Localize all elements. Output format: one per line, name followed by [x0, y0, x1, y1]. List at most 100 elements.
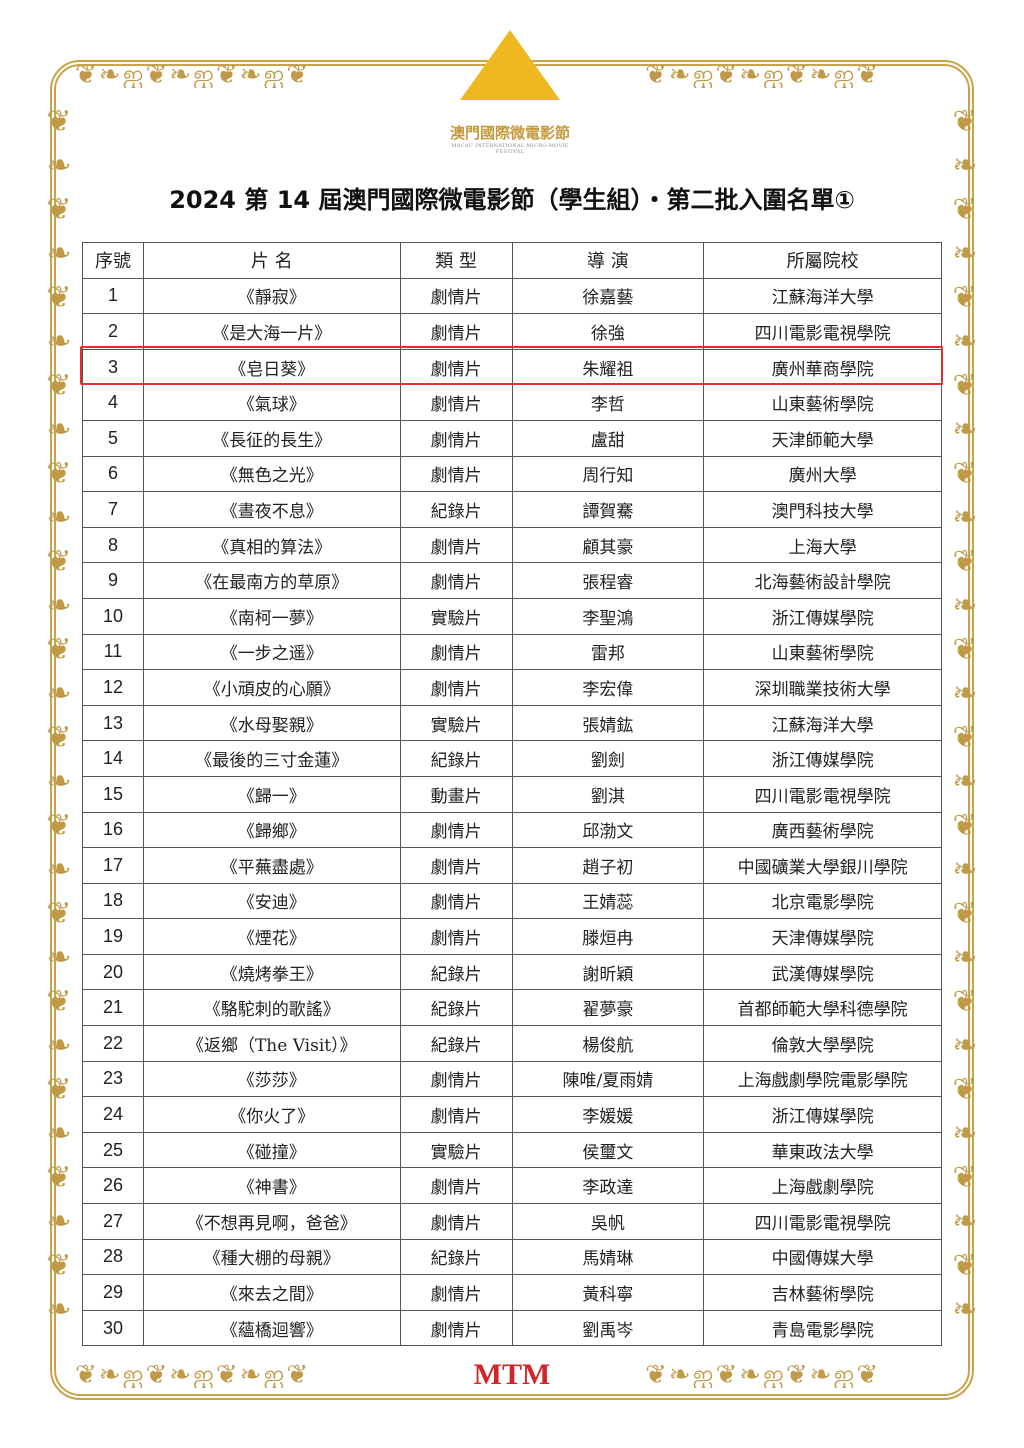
table-row: 26 《神書》 劇情片 李政達 上海戲劇學院 [82, 1167, 942, 1205]
film-title: 《真相的算法》 [142, 526, 401, 564]
ornament-bottom-right: ❦❧ஐ❦❧ஐ❦❧ஐ❦ [645, 1362, 881, 1388]
column-header: 導 演 [511, 242, 705, 279]
row-number: 16 [82, 811, 144, 849]
column-header: 所屬院校 [703, 242, 942, 279]
row-number: 4 [82, 384, 144, 421]
director: 周行知 [511, 455, 705, 493]
finalist-table: 序號片 名類 型導 演所屬院校 1 《靜寂》 劇情片 徐嘉藝 江蘇海洋大學 2 《是大海一片… [82, 242, 942, 1347]
film-title: 《無色之光》 [142, 455, 401, 493]
director: 雷邦 [511, 633, 705, 671]
row-number: 13 [82, 704, 144, 742]
film-genre: 紀錄片 [399, 1238, 513, 1276]
film-title: 《神書》 [142, 1167, 401, 1205]
film-title: 《一步之遥》 [142, 633, 401, 671]
school: 吉林藝術學院 [703, 1274, 942, 1311]
logo-name-en: MACAU INTERNATIONAL MICRO-MOVIE FESTIVAL [451, 143, 569, 155]
film-title: 《種大棚的母親》 [142, 1238, 401, 1276]
footer-brand: MTM [473, 1358, 551, 1391]
director: 張婧鈜 [511, 704, 705, 742]
director: 謝昕穎 [511, 953, 705, 991]
table-row: 27 《不想再見啊，爸爸》 劇情片 吳帆 四川電影電視學院 [82, 1203, 942, 1240]
film-genre: 劇情片 [399, 1274, 513, 1311]
table-row: 1 《靜寂》 劇情片 徐嘉藝 江蘇海洋大學 [82, 277, 942, 315]
film-genre: 實驗片 [399, 704, 513, 742]
table-row: 11 《一步之遥》 劇情片 雷邦 山東藝術學院 [82, 633, 942, 671]
film-title: 《最後的三寸金蓮》 [142, 740, 401, 777]
film-title: 《你火了》 [142, 1096, 401, 1133]
director: 劉禹岑 [511, 1309, 705, 1347]
row-number: 20 [82, 953, 144, 991]
school: 深圳職業技術大學 [703, 669, 942, 706]
table-row: 18 《安迪》 劇情片 王婧蕊 北京電影學院 [82, 882, 942, 920]
ornament-right: ❦❧❦❧❦❧❦❧❦❧❦❧❦❧❦❧❦❧❦❧❦❧❦❧❦❧❦❧❦❧❦❧❦❧❦❧❦❧❦❧… [952, 104, 978, 1340]
film-genre: 劇情片 [399, 669, 513, 706]
film-genre: 劇情片 [399, 1167, 513, 1205]
film-title: 《煙花》 [142, 918, 401, 955]
row-number: 17 [82, 847, 144, 884]
director: 馬婧琳 [511, 1238, 705, 1276]
column-header: 片 名 [142, 242, 401, 279]
film-title: 《歸一》 [142, 775, 401, 813]
table-row: 8 《真相的算法》 劇情片 顧其豪 上海大學 [82, 526, 942, 564]
film-title: 《平蕪盡處》 [142, 847, 401, 884]
row-number: 6 [82, 455, 144, 493]
film-title: 《歸鄉》 [142, 811, 401, 849]
director: 劉淇 [511, 775, 705, 813]
star-bird-icon [460, 30, 560, 100]
director: 楊俊航 [511, 1025, 705, 1062]
school: 上海戲劇學院 [703, 1167, 942, 1205]
director: 劉劍 [511, 740, 705, 777]
school: 青島電影學院 [703, 1309, 942, 1347]
film-genre: 紀錄片 [399, 1025, 513, 1062]
film-title: 《氣球》 [142, 384, 401, 421]
film-genre: 紀錄片 [399, 740, 513, 777]
school: 中國礦業大學銀川學院 [703, 847, 942, 884]
film-genre: 實驗片 [399, 1131, 513, 1169]
film-title: 《莎莎》 [142, 1060, 401, 1098]
director: 盧甜 [511, 419, 705, 457]
logo-name-cn: 澳門國際微電影節 [449, 124, 570, 142]
film-title: 《長征的長生》 [142, 419, 401, 457]
film-title: 《碰撞》 [142, 1131, 401, 1169]
film-genre: 紀錄片 [399, 953, 513, 991]
film-genre: 紀錄片 [399, 491, 513, 528]
film-title: 《蘊橋迴響》 [142, 1309, 401, 1347]
film-title: 《小頑皮的心願》 [142, 669, 401, 706]
film-genre: 劇情片 [399, 562, 513, 599]
school: 四川電影電視學院 [703, 313, 942, 350]
table-row: 12 《小頑皮的心願》 劇情片 李宏偉 深圳職業技術大學 [82, 669, 942, 706]
school: 浙江傳媒學院 [703, 597, 942, 635]
table-row: 17 《平蕪盡處》 劇情片 趙子初 中國礦業大學銀川學院 [82, 847, 942, 884]
school: 山東藝術學院 [703, 633, 942, 671]
school: 四川電影電視學院 [703, 1203, 942, 1240]
column-header: 序號 [82, 242, 144, 279]
table-row: 5 《長征的長生》 劇情片 盧甜 天津師範大學 [82, 419, 942, 457]
school: 北京電影學院 [703, 882, 942, 920]
director: 陳唯/夏雨婧 [511, 1060, 705, 1098]
row-number: 8 [82, 526, 144, 564]
table-row: 16 《歸鄉》 劇情片 邱渤文 廣西藝術學院 [82, 811, 942, 849]
film-title: 《安迪》 [142, 882, 401, 920]
row-number: 28 [82, 1238, 144, 1276]
school: 上海大學 [703, 526, 942, 564]
table-row: 30 《蘊橋迴響》 劇情片 劉禹岑 青島電影學院 [82, 1309, 942, 1347]
film-genre: 劇情片 [399, 1060, 513, 1098]
table-row: 25 《碰撞》 實驗片 侯璽文 華東政法大學 [82, 1131, 942, 1169]
row-number: 18 [82, 882, 144, 920]
school: 山東藝術學院 [703, 384, 942, 421]
row-number: 1 [82, 277, 144, 315]
director: 邱渤文 [511, 811, 705, 849]
ornament-top-left: ❦❧ஐ❦❧ஐ❦❧ஐ❦ [75, 62, 311, 88]
film-genre: 劇情片 [399, 348, 513, 386]
table-row: 20 《燒烤拳王》 紀錄片 謝昕穎 武漢傳媒學院 [82, 953, 942, 991]
film-title: 《晝夜不息》 [142, 491, 401, 528]
school: 江蘇海洋大學 [703, 704, 942, 742]
film-genre: 劇情片 [399, 455, 513, 493]
film-title: 《南柯一夢》 [142, 597, 401, 635]
ornament-left: ❦❧❦❧❦❧❦❧❦❧❦❧❦❧❦❧❦❧❦❧❦❧❦❧❦❧❦❧❦❧❦❧❦❧❦❧❦❧❦❧… [46, 104, 72, 1340]
film-genre: 劇情片 [399, 384, 513, 421]
film-title: 《是大海一片》 [142, 313, 401, 350]
row-number: 12 [82, 669, 144, 706]
film-title: 《水母娶親》 [142, 704, 401, 742]
director: 李媛媛 [511, 1096, 705, 1133]
